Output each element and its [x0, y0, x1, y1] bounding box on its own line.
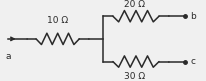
- Text: 30 Ω: 30 Ω: [124, 72, 145, 81]
- Text: 20 Ω: 20 Ω: [124, 0, 145, 9]
- Text: c: c: [190, 57, 195, 66]
- Text: a: a: [6, 52, 11, 61]
- Text: b: b: [190, 12, 195, 21]
- Text: 10 Ω: 10 Ω: [47, 16, 68, 25]
